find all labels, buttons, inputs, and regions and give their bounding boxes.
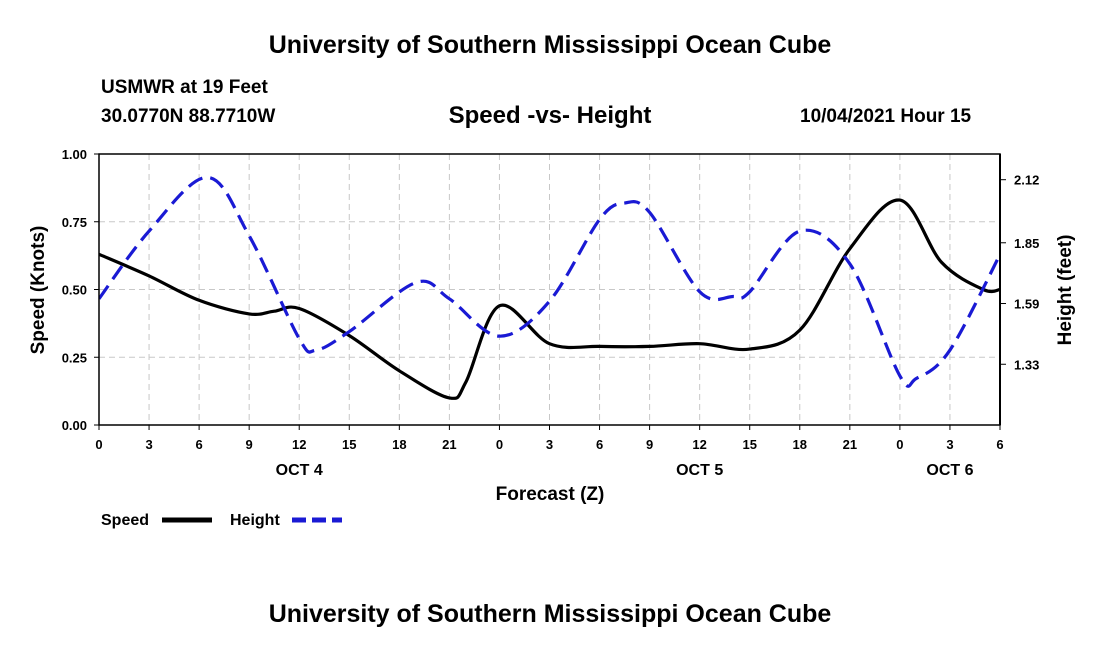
x-tick-label: 3 xyxy=(145,437,152,452)
y2-axis-title: Height (feet) xyxy=(1055,235,1076,346)
footer-title: University of Southern Mississippi Ocean… xyxy=(268,600,832,628)
y-axis-title: Speed (Knots) xyxy=(28,226,49,355)
x-tick-label: 6 xyxy=(596,437,603,452)
x-tick-label: 21 xyxy=(442,437,456,452)
axes: 0 3 6 9 12 15 18 21 0 3 6 9 12 15 18 21 0 3 6 0.00 0.25 0.50 0… xyxy=(62,147,1040,479)
date-label: OCT 4 xyxy=(276,462,323,479)
y-tick-label: 0.50 xyxy=(62,283,87,298)
x-tick-label: 12 xyxy=(692,437,706,452)
date-label: OCT 5 xyxy=(676,462,723,479)
station-label: USMWR at 19 Feet xyxy=(101,77,268,98)
speed-series-line xyxy=(99,198,1000,400)
y2-tick-label: 1.33 xyxy=(1014,357,1039,372)
y2-tick-label: 1.85 xyxy=(1014,236,1039,251)
y-tick-label: 1.00 xyxy=(62,147,87,162)
y-tick-label: 0.75 xyxy=(62,215,87,230)
forecast-datetime: 10/04/2021 Hour 15 xyxy=(800,106,972,127)
x-tick-label: 9 xyxy=(646,437,653,452)
x-tick-label: 0 xyxy=(496,437,503,452)
x-axis-title: Forecast (Z) xyxy=(496,484,605,505)
x-tick-label: 3 xyxy=(946,437,953,452)
x-tick-label: 3 xyxy=(546,437,553,452)
x-tick-label: 6 xyxy=(195,437,202,452)
x-tick-label: 18 xyxy=(392,437,406,452)
y-tick-label: 0.25 xyxy=(62,350,87,365)
x-tick-label: 0 xyxy=(896,437,903,452)
x-tick-label: 18 xyxy=(793,437,807,452)
legend: Speed Height xyxy=(101,512,342,529)
y2-tick-label: 1.59 xyxy=(1014,297,1039,312)
x-tick-label: 15 xyxy=(742,437,756,452)
page-title: University of Southern Mississippi Ocean… xyxy=(268,31,832,59)
x-tick-label: 0 xyxy=(95,437,102,452)
legend-height-label: Height xyxy=(230,512,280,529)
x-tick-label: 15 xyxy=(342,437,356,452)
x-tick-label: 9 xyxy=(246,437,253,452)
x-tick-label: 6 xyxy=(996,437,1003,452)
height-series-line xyxy=(99,175,1000,388)
y-tick-label: 0.00 xyxy=(62,418,87,433)
x-tick-label: 12 xyxy=(292,437,306,452)
series-lines xyxy=(99,175,1000,400)
legend-speed-label: Speed xyxy=(101,512,149,529)
y2-tick-label: 2.12 xyxy=(1014,173,1039,188)
x-tick-label: 21 xyxy=(843,437,857,452)
chart-title: Speed -vs- Height xyxy=(448,102,652,129)
station-coords: 30.0770N 88.7710W xyxy=(101,106,276,127)
grid-lines xyxy=(99,154,1000,425)
date-label: OCT 6 xyxy=(926,462,973,479)
